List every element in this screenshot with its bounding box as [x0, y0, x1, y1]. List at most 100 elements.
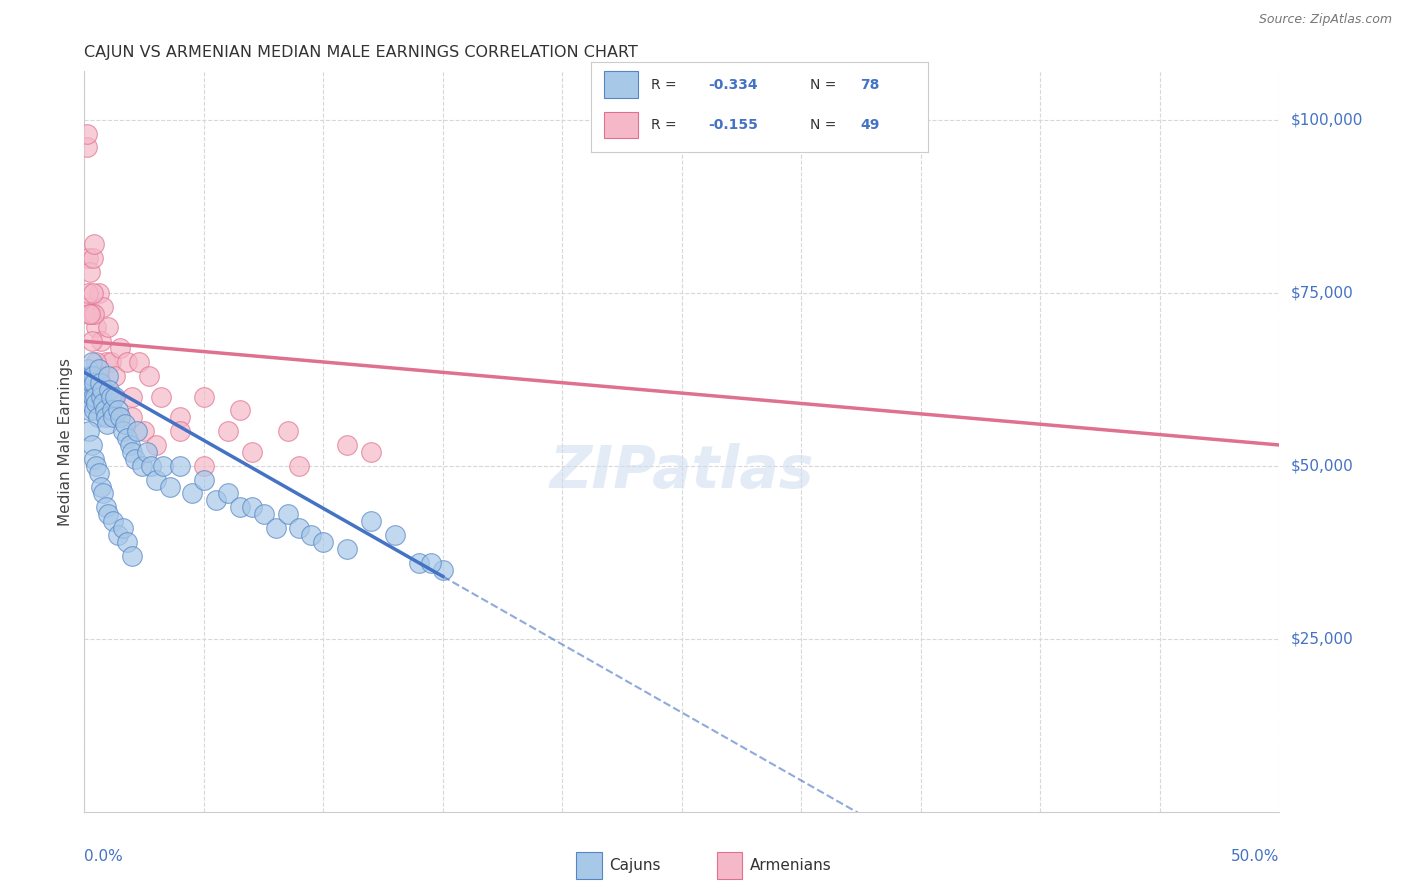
Point: [107, 403, 129, 417]
Point: [121, 410, 143, 425]
Point: [77, 390, 100, 404]
Point: [80, 396, 103, 410]
Point: [87, 362, 110, 376]
Point: [217, 486, 239, 500]
Point: [117, 534, 139, 549]
Point: [97, 320, 120, 334]
Point: [360, 445, 382, 459]
Text: Source: ZipAtlas.com: Source: ZipAtlas.com: [1258, 13, 1392, 27]
Point: [82, 285, 104, 300]
Point: [87, 466, 110, 480]
Point: [84, 320, 107, 334]
Point: [100, 390, 122, 404]
Point: [94, 355, 117, 369]
Text: 50.0%: 50.0%: [1232, 849, 1279, 863]
Text: $25,000: $25,000: [1291, 632, 1354, 646]
Point: [82, 390, 104, 404]
Point: [93, 403, 115, 417]
Point: [169, 410, 191, 425]
Point: [117, 355, 139, 369]
Point: [169, 424, 191, 438]
Point: [83, 306, 105, 320]
Text: Armenians: Armenians: [749, 858, 831, 872]
Point: [276, 424, 298, 438]
Point: [97, 507, 120, 521]
Point: [114, 417, 136, 432]
Point: [217, 424, 239, 438]
Point: [121, 549, 143, 563]
Point: [384, 528, 406, 542]
Point: [110, 410, 132, 425]
Bar: [605, 71, 638, 98]
Point: [87, 285, 110, 300]
Point: [336, 438, 359, 452]
Text: -0.155: -0.155: [709, 118, 758, 132]
Point: [97, 403, 120, 417]
Point: [83, 403, 105, 417]
Point: [76, 376, 98, 390]
Point: [101, 514, 124, 528]
Text: -0.334: -0.334: [709, 78, 758, 92]
Point: [77, 285, 100, 300]
Point: [101, 403, 124, 417]
Point: [77, 251, 100, 265]
Text: 78: 78: [860, 78, 880, 92]
Text: 0.0%: 0.0%: [84, 849, 124, 863]
Point: [94, 500, 117, 515]
Text: N =: N =: [810, 78, 841, 92]
Point: [86, 410, 108, 425]
Text: ZIPatlas: ZIPatlas: [550, 442, 814, 500]
Point: [149, 390, 172, 404]
Point: [84, 390, 107, 404]
Point: [138, 368, 160, 383]
Point: [205, 493, 228, 508]
Point: [79, 383, 101, 397]
Point: [288, 458, 311, 473]
Point: [228, 403, 250, 417]
Point: [131, 458, 153, 473]
Point: [111, 521, 134, 535]
Point: [408, 556, 430, 570]
Point: [93, 390, 115, 404]
Point: [111, 424, 134, 438]
Point: [104, 390, 127, 404]
Point: [90, 376, 112, 390]
Point: [152, 458, 174, 473]
Point: [124, 451, 146, 466]
Point: [128, 355, 150, 369]
Point: [84, 355, 107, 369]
Point: [96, 417, 118, 432]
Point: [83, 376, 105, 390]
Point: [132, 424, 156, 438]
Point: [336, 541, 359, 556]
Text: CAJUN VS ARMENIAN MEDIAN MALE EARNINGS CORRELATION CHART: CAJUN VS ARMENIAN MEDIAN MALE EARNINGS C…: [84, 45, 638, 61]
Point: [91, 383, 114, 397]
Point: [90, 390, 112, 404]
Point: [80, 306, 103, 320]
Point: [82, 251, 104, 265]
Point: [93, 486, 115, 500]
Point: [121, 390, 143, 404]
Point: [83, 451, 105, 466]
Point: [101, 410, 124, 425]
Point: [87, 368, 110, 383]
Point: [100, 355, 122, 369]
Point: [145, 438, 167, 452]
Point: [276, 507, 298, 521]
Point: [180, 486, 202, 500]
Text: 49: 49: [860, 118, 880, 132]
Point: [79, 306, 101, 320]
Text: N =: N =: [810, 118, 841, 132]
Point: [90, 334, 112, 349]
Point: [90, 479, 112, 493]
Point: [84, 396, 107, 410]
Point: [77, 403, 100, 417]
Point: [360, 514, 382, 528]
Point: [77, 424, 100, 438]
Point: [104, 368, 127, 383]
Point: [77, 362, 100, 376]
Point: [79, 368, 101, 383]
Point: [93, 396, 115, 410]
Point: [301, 528, 323, 542]
Point: [80, 355, 103, 369]
